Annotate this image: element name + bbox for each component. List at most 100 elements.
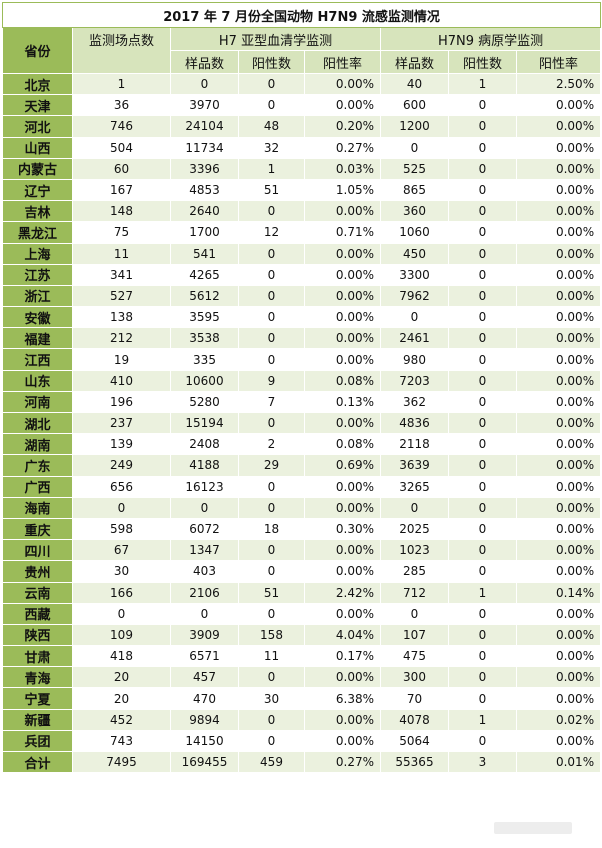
h7-samples-cell: 1347 (170, 539, 239, 562)
h7n9-samples-cell: 2118 (380, 433, 449, 456)
h7n9-rate-cell: 0.00% (515, 411, 602, 435)
sites-cell: 452 (72, 708, 171, 731)
h7-rate-cell: 0.00% (304, 602, 381, 625)
header-sites: 监测场点数 (72, 27, 171, 74)
h7n9-samples-cell: 0 (380, 496, 449, 519)
province-cell: 湖南 (2, 433, 73, 456)
sites-cell: 166 (72, 581, 171, 604)
h7-positives-cell: 18 (238, 517, 305, 541)
h7n9-positives-cell: 0 (448, 539, 517, 562)
table-row: 内蒙古 60 3396 1 0.03% 525 0 0.00% (2, 157, 602, 180)
h7n9-positives-cell: 0 (448, 94, 517, 117)
h7n9-samples-cell: 3639 (380, 454, 449, 477)
table-row: 江苏 341 4265 0 0.00% 3300 0 0.00% (2, 263, 602, 286)
h7-samples-cell: 403 (170, 560, 239, 583)
h7n9-rate-cell: 0.00% (515, 200, 602, 223)
h7-rate-cell: 0.00% (304, 729, 381, 753)
table-row: 湖南 139 2408 2 0.08% 2118 0 0.00% (2, 433, 602, 456)
h7n9-positives-cell: 1 (448, 581, 517, 604)
h7n9-samples-cell: 2025 (380, 517, 449, 541)
sites-cell: 138 (72, 306, 171, 329)
h7n9-positives-cell: 0 (448, 411, 517, 435)
province-cell: 河南 (2, 390, 73, 414)
h7n9-rate-cell: 0.00% (515, 115, 602, 138)
h7n9-positives-cell: 0 (448, 496, 517, 519)
sites-cell: 148 (72, 200, 171, 223)
h7-positives-cell: 51 (238, 178, 305, 202)
table-row: 山西 504 11734 32 0.27% 0 0 0.00% (2, 136, 602, 159)
h7-samples-cell: 0 (170, 602, 239, 625)
h7-rate-cell: 0.30% (304, 517, 381, 541)
province-cell: 安徽 (2, 306, 73, 329)
table-row: 辽宁 167 4853 51 1.05% 865 0 0.00% (2, 178, 602, 202)
sites-cell: 598 (72, 517, 171, 541)
h7n9-rate-cell: 0.02% (515, 708, 602, 731)
h7n9-positives-cell: 0 (448, 221, 517, 244)
h7n9-rate-cell: 0.14% (515, 581, 602, 604)
h7n9-rate-cell: 0.00% (515, 263, 602, 286)
h7-rate-cell: 0.00% (304, 327, 381, 350)
h7-rate-cell: 0.13% (304, 390, 381, 414)
sites-cell: 75 (72, 221, 171, 244)
table-row: 新疆 452 9894 0 0.00% 4078 1 0.02% (2, 708, 602, 731)
h7-samples-cell: 3909 (170, 623, 239, 647)
h7n9-positives-cell: 1 (448, 708, 517, 731)
h7n9-rate-cell: 0.00% (515, 94, 602, 117)
h7-rate-cell: 0.00% (304, 72, 381, 96)
h7n9-rate-cell: 0.00% (515, 454, 602, 477)
h7n9-positives-cell: 0 (448, 115, 517, 138)
h7n9-samples-cell: 1023 (380, 539, 449, 562)
h7-samples-cell: 541 (170, 242, 239, 265)
table-row: 江西 19 335 0 0.00% 980 0 0.00% (2, 348, 602, 371)
table-title-row: 2017 年 7 月份全国动物 H7N9 流感监测情况 (1, 2, 602, 28)
table-row: 浙江 527 5612 0 0.00% 7962 0 0.00% (2, 284, 602, 308)
h7n9-samples-cell: 4836 (380, 411, 449, 435)
h7n9-positives-cell: 0 (448, 433, 517, 456)
header-province: 省份 (2, 27, 73, 74)
h7-samples-cell: 6571 (170, 645, 239, 668)
h7-positives-cell: 51 (238, 581, 305, 604)
table-row: 山东 410 10600 9 0.08% 7203 0 0.00% (2, 369, 602, 392)
h7-samples-cell: 3595 (170, 306, 239, 329)
h7n9-positives-cell: 0 (448, 623, 517, 647)
h7-rate-cell: 0.00% (304, 348, 381, 371)
h7n9-rate-cell: 0.00% (515, 475, 602, 498)
table-row: 海南 0 0 0 0.00% 0 0 0.00% (2, 496, 602, 519)
table-row: 陕西 109 3909 158 4.04% 107 0 0.00% (2, 623, 602, 647)
h7-positives-cell: 0 (238, 539, 305, 562)
h7-rate-cell: 0.27% (304, 136, 381, 159)
h7-rate-cell: 0.08% (304, 369, 381, 392)
h7-samples-cell: 15194 (170, 411, 239, 435)
h7-rate-cell: 0.20% (304, 115, 381, 138)
h7-positives-cell: 29 (238, 454, 305, 477)
h7n9-positives-cell: 0 (448, 687, 517, 710)
province-cell: 江西 (2, 348, 73, 371)
sites-cell: 20 (72, 666, 171, 689)
h7-rate-cell: 0.03% (304, 157, 381, 180)
h7n9-samples-cell: 475 (380, 645, 449, 668)
h7n9-samples-cell: 300 (380, 666, 449, 689)
h7-positives-cell: 0 (238, 560, 305, 583)
h7n9-rate-cell: 0.00% (515, 221, 602, 244)
h7n9-samples-cell: 360 (380, 200, 449, 223)
table-row: 重庆 598 6072 18 0.30% 2025 0 0.00% (2, 517, 602, 541)
h7n9-positives-cell: 0 (448, 645, 517, 668)
province-cell: 广西 (2, 475, 73, 498)
h7n9-positives-cell: 0 (448, 369, 517, 392)
table-row: 安徽 138 3595 0 0.00% 0 0 0.00% (2, 306, 602, 329)
table-row: 吉林 148 2640 0 0.00% 360 0 0.00% (2, 200, 602, 223)
province-cell: 福建 (2, 327, 73, 350)
h7-samples-cell: 470 (170, 687, 239, 710)
table-row: 天津 36 3970 0 0.00% 600 0 0.00% (2, 94, 602, 117)
h7-rate-cell: 0.71% (304, 221, 381, 244)
h7n9-samples-cell: 1200 (380, 115, 449, 138)
sites-cell: 418 (72, 645, 171, 668)
h7-rate-cell: 0.00% (304, 306, 381, 329)
h7n9-rate-cell: 0.00% (515, 623, 602, 647)
header-h7n9-rate: 阳性率 (515, 50, 602, 74)
province-cell: 海南 (2, 496, 73, 519)
h7-samples-cell: 14150 (170, 729, 239, 753)
h7-rate-cell: 4.04% (304, 623, 381, 647)
h7n9-positives-cell: 0 (448, 454, 517, 477)
province-cell: 陕西 (2, 623, 73, 647)
